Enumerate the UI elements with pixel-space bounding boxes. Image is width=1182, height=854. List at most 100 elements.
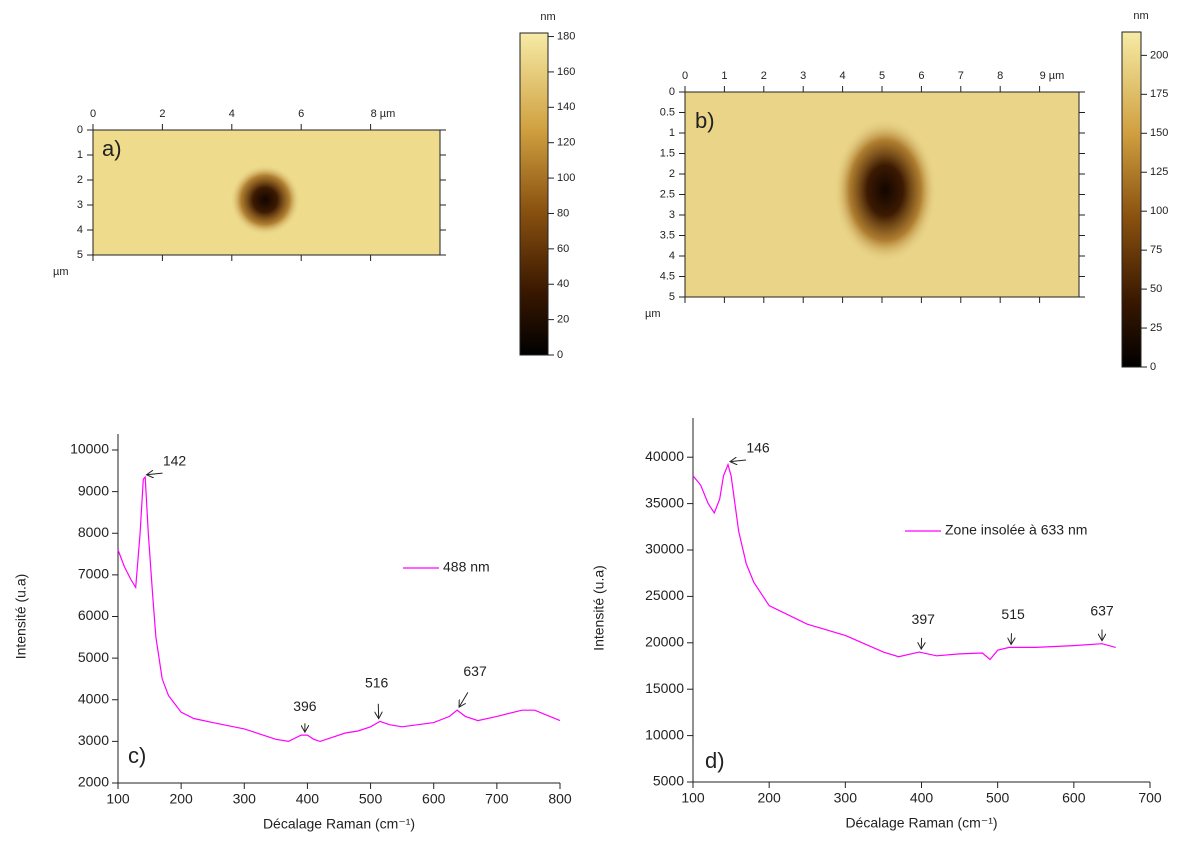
x-tick-label: 0 [90,108,96,120]
colorbar-unit: nm [540,11,555,23]
x-tick-label: 700 [485,791,509,807]
x-axis-title: Décalage Raman (cm⁻¹) [263,816,415,832]
x-tick-label: 1 [721,70,727,82]
y-tick-label: 35000 [645,494,684,510]
x-tick-label: 6 [918,70,924,82]
x-tick-label: 500 [359,791,383,807]
x-tick-label: 5 [879,70,885,82]
y-axis-title: Intensité (u.a) [591,565,607,651]
y-tick-label: 2 [77,174,83,186]
y-tick-label: 0.5 [660,106,675,118]
colorbar-tick-label: 120 [557,137,575,149]
y-tick-label: 40000 [645,448,684,464]
y-tick-label: 5000 [653,773,684,789]
y-tick-label: 1 [669,127,675,139]
peak-label: 396 [293,698,317,714]
colorbar-tick-label: 100 [1150,205,1168,217]
peak-label: 146 [746,439,770,455]
legend-label: 488 nm [443,559,490,575]
x-tick-label: 100 [681,790,705,806]
peak-arrow [459,692,469,707]
colorbar-tick-label: 160 [557,66,575,78]
colorbar [519,32,549,356]
y-tick-label: 0 [669,86,675,98]
y-tick-label: 4.5 [660,270,675,282]
colorbar-tick-label: 140 [557,101,575,113]
x-tick-label: 200 [169,791,193,807]
colorbar-tick-label: 200 [1150,49,1168,61]
colorbar [1121,31,1142,368]
x-tick-label: 300 [834,790,858,806]
y-tick-label: 3000 [78,732,109,748]
colorbar-tick-label: 80 [557,207,569,219]
x-tick-label: 400 [910,790,934,806]
x-tick-label: 400 [296,791,320,807]
x-tick-label: 700 [1138,790,1162,806]
spectrum-panel: 100 200 300 400 500 600 700 800 2000 3000 4000 5000… [13,434,572,832]
colorbar-tick-label: 25 [1150,322,1162,334]
colorbar-tick-label: 100 [557,172,575,184]
legend-label: Zone insolée à 633 nm [945,522,1087,538]
peak-arrow [730,460,747,462]
x-tick-label: 300 [233,791,257,807]
x-tick-label: 8 µm [371,108,396,120]
panel-label: b) [695,108,715,133]
colorbar-tick-label: 20 [557,314,569,326]
y-tick-label: 6000 [78,607,109,623]
x-tick-label: 600 [422,791,446,807]
colorbar-tick-label: 150 [1150,127,1168,139]
x-tick-label: 6 [298,108,304,120]
x-tick-label: 4 [229,108,235,120]
afm-spot [230,165,300,235]
y-unit: µm [53,266,69,278]
y-tick-label: 4 [77,224,83,236]
x-axis-title: Décalage Raman (cm⁻¹) [845,815,997,831]
y-tick-label: 5000 [78,649,109,665]
x-tick-label: 2 [159,108,165,120]
y-tick-label: 7000 [78,566,109,582]
peak-label: 142 [163,452,187,468]
y-tick-label: 0 [77,124,83,136]
y-tick-label: 3 [669,209,675,221]
y-tick-label: 15000 [645,680,684,696]
y-tick-label: 5 [669,291,675,303]
peak-label: 637 [1090,602,1114,618]
spectrum-panel: 100 200 300 400 500 600 700 5000 10000 15000 20000… [591,418,1162,831]
panel-label: d) [705,748,725,773]
x-tick-label: 0 [682,70,688,82]
y-unit: µm [645,308,661,320]
x-tick-label: 9 µm [1040,70,1065,82]
y-tick-label: 2 [669,168,675,180]
spectrum-line [117,475,561,743]
x-tick-label: 800 [548,791,572,807]
y-tick-label: 2000 [78,774,109,790]
y-tick-label: 30000 [645,541,684,557]
x-tick-label: 100 [106,791,130,807]
colorbar-tick-label: 60 [557,243,569,255]
afm-panel: a) 0 2 4 6 8 µm 0 1 2 3 4 5 µm nm 0 20 40 60 80 100 120 140 16… [53,11,575,361]
y-tick-label: 20000 [645,634,684,650]
x-tick-label: 200 [757,790,781,806]
y-tick-label: 8000 [78,524,109,540]
y-tick-label: 3.5 [660,229,675,241]
peak-label: 637 [463,663,487,679]
y-tick-label: 10000 [645,726,684,742]
y-tick-label: 25000 [645,587,684,603]
peak-label: 515 [1001,606,1025,622]
x-tick-label: 8 [997,70,1003,82]
x-tick-label: 7 [958,70,964,82]
x-tick-label: 3 [800,70,806,82]
panel-label: c) [128,743,146,768]
y-axis-title: Intensité (u.a) [13,574,29,660]
panel-label: a) [102,136,122,161]
colorbar-unit: nm [1133,10,1148,22]
peak-arrow [147,473,163,475]
colorbar-tick-label: 0 [1150,361,1156,373]
y-tick-label: 4000 [78,690,109,706]
y-tick-label: 9000 [78,482,109,498]
colorbar-tick-label: 0 [557,349,563,361]
y-tick-label: 10000 [70,441,109,457]
y-tick-label: 1 [77,149,83,161]
y-tick-label: 2.5 [660,188,675,200]
